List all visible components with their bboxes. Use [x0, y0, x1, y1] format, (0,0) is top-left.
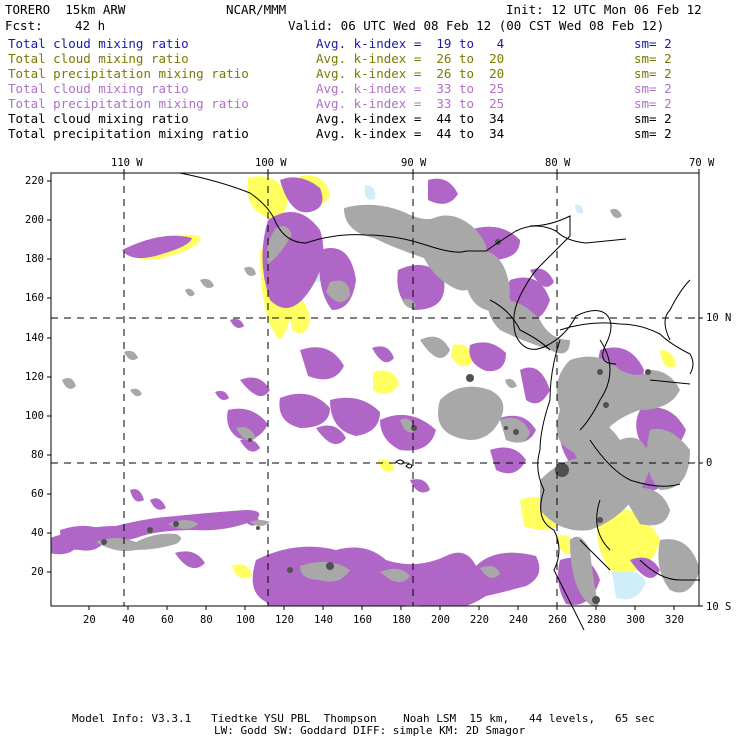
lat-label: 0: [706, 457, 713, 469]
y-tick-label: 100: [25, 410, 44, 422]
x-tick-label: 240: [509, 614, 528, 626]
init-time: Init: 12 UTC Mon 06 Feb 12: [506, 2, 702, 17]
legend-field: Total cloud mixing ratio: [8, 111, 189, 126]
x-tick-label: 20: [83, 614, 96, 626]
legend-sm: sm= 2: [634, 111, 672, 126]
y-tick-label: 120: [25, 371, 44, 383]
y-tick-label: 220: [25, 175, 44, 187]
x-tick-label: 260: [548, 614, 567, 626]
forecast-hour: 42 h: [75, 18, 106, 33]
legend-kindex: Avg. k-index = 19 to 4: [316, 36, 505, 51]
map-frame: [47, 169, 703, 610]
legend-sm: sm= 2: [634, 51, 672, 66]
legend-sm: sm= 2: [634, 36, 672, 51]
x-tick-label: 280: [587, 614, 606, 626]
legend-sm: sm= 2: [634, 66, 672, 81]
forecast-label: Fcst:: [5, 18, 43, 33]
legend-sm: sm= 2: [634, 96, 672, 111]
legend-field: Total precipitation mixing ratio: [8, 66, 249, 81]
org-label: NCAR/MMM: [226, 2, 287, 17]
legend-kindex: Avg. k-index = 26 to 20: [316, 51, 505, 66]
lat-label: 10 S: [706, 601, 732, 613]
coastline: [179, 172, 700, 631]
x-tick-label: 200: [431, 614, 450, 626]
x-tick-label: 120: [275, 614, 294, 626]
map-fields: [51, 175, 699, 606]
legend-field: Total cloud mixing ratio: [8, 51, 189, 66]
y-tick-label: 60: [31, 488, 44, 500]
x-tick-label: 60: [161, 614, 174, 626]
x-tick-label: 140: [314, 614, 333, 626]
dark-core-field: [101, 239, 651, 604]
y-tick-label: 40: [31, 527, 44, 539]
valid-time: Valid: 06 UTC Wed 08 Feb 12 (00 CST Wed …: [288, 18, 665, 33]
model-title: TORERO 15km ARW: [5, 2, 126, 17]
x-tick-label: 300: [626, 614, 645, 626]
legend-field: Total precipitation mixing ratio: [8, 96, 249, 111]
x-tick-label: 220: [470, 614, 489, 626]
legend-kindex: Avg. k-index = 33 to 25: [316, 81, 505, 96]
legend-field: Total precipitation mixing ratio: [8, 126, 249, 141]
y-tick-label: 20: [31, 566, 44, 578]
x-tick-label: 80: [200, 614, 213, 626]
physics-info: LW: Godd SW: Goddard DIFF: simple KM: 2D…: [214, 724, 526, 737]
legend-field: Total cloud mixing ratio: [8, 36, 189, 51]
x-tick-label: 40: [122, 614, 135, 626]
legend-sm: sm= 2: [634, 81, 672, 96]
y-tick-label: 80: [31, 449, 44, 461]
lon-label: 70 W: [689, 157, 715, 169]
legend-kindex: Avg. k-index = 44 to 34: [316, 126, 505, 141]
lat-label: 10 N: [706, 312, 732, 324]
lat-lon-grid: [51, 173, 699, 606]
gray-field: [62, 204, 699, 606]
x-tick-label: 320: [665, 614, 684, 626]
legend-kindex: Avg. k-index = 26 to 20: [316, 66, 505, 81]
legend-sm: sm= 2: [634, 126, 672, 141]
x-tick-label: 100: [236, 614, 255, 626]
y-tick-label: 180: [25, 253, 44, 265]
legend-kindex: Avg. k-index = 33 to 25: [316, 96, 505, 111]
model-info: Model Info: V3.3.1 Tiedtke YSU PBL Thomp…: [72, 712, 655, 725]
legend-kindex: Avg. k-index = 44 to 34: [316, 111, 505, 126]
lon-label: 110 W: [111, 157, 143, 169]
x-tick-label: 160: [353, 614, 372, 626]
y-tick-label: 140: [25, 332, 44, 344]
lon-label: 90 W: [401, 157, 427, 169]
y-tick-label: 200: [25, 214, 44, 226]
x-tick-label: 180: [392, 614, 411, 626]
lon-label: 100 W: [255, 157, 287, 169]
y-tick-label: 160: [25, 292, 44, 304]
lon-label: 80 W: [545, 157, 571, 169]
legend-field: Total cloud mixing ratio: [8, 81, 189, 96]
